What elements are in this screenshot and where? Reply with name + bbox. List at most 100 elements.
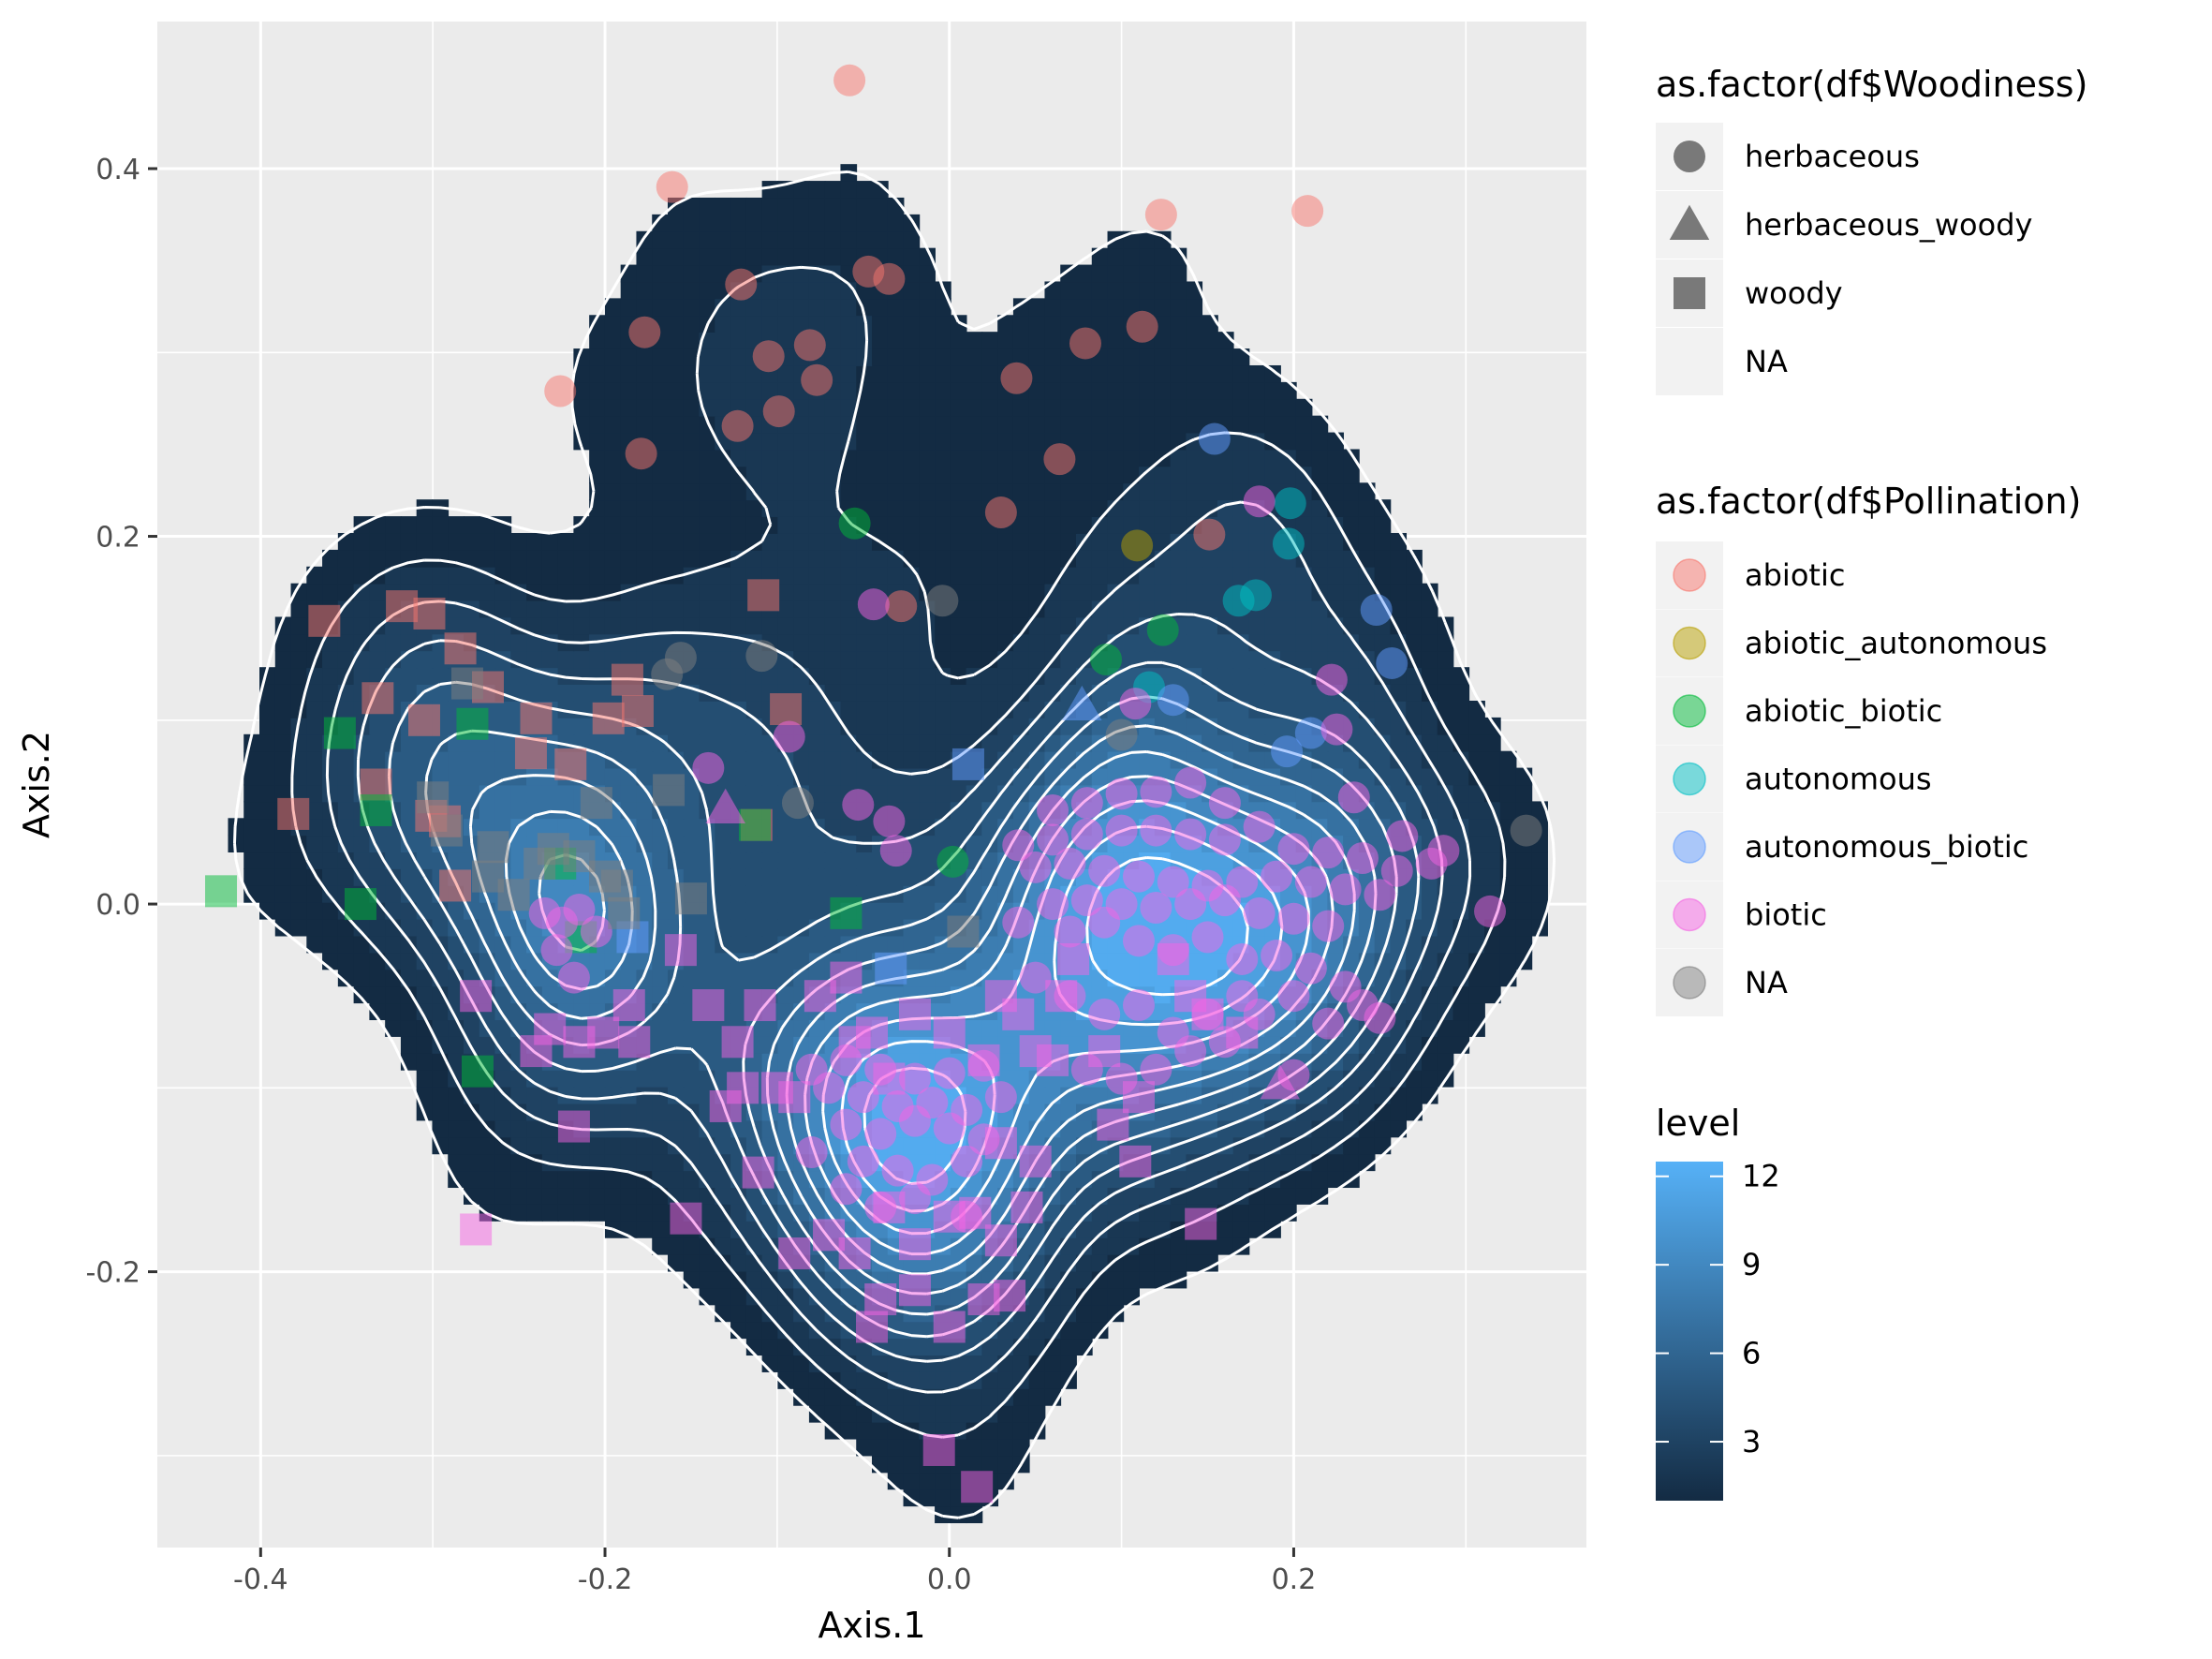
density-cell — [1453, 985, 1470, 1004]
density-cell — [745, 532, 763, 551]
density-cell — [1421, 1052, 1438, 1071]
density-cell — [557, 784, 575, 803]
density-cell — [699, 566, 716, 585]
density-cell — [919, 650, 936, 669]
density-cell — [793, 315, 810, 333]
density-cell — [353, 952, 371, 970]
density-cell — [259, 733, 276, 752]
density-cell — [730, 600, 747, 618]
density-cell — [856, 466, 873, 484]
density-cell — [1028, 466, 1046, 484]
legend-level-title: level — [1656, 1103, 1740, 1144]
density-cell — [919, 750, 936, 769]
density-cell — [1107, 1237, 1125, 1255]
density-cell — [887, 499, 905, 517]
density-cell — [353, 918, 371, 937]
density-cell — [1232, 348, 1250, 366]
density-cell — [1139, 1237, 1156, 1255]
legend-swatch-NA — [1673, 966, 1706, 1000]
density-cell — [981, 432, 999, 451]
density-cell — [699, 499, 716, 517]
density-cell — [919, 1355, 936, 1372]
density-cell — [777, 1355, 795, 1372]
density-cell — [604, 952, 622, 970]
density-cell — [745, 1270, 763, 1289]
density-cell — [699, 348, 716, 366]
density-cell — [510, 549, 527, 568]
density-cell — [1453, 935, 1470, 954]
density-cell — [981, 482, 999, 501]
density-cell — [243, 784, 260, 803]
legend-label: autonomous_biotic — [1745, 829, 2028, 865]
density-cell — [400, 952, 418, 970]
density-cell — [699, 918, 716, 937]
density-cell — [620, 969, 638, 987]
density-cell — [966, 1321, 983, 1340]
density-cell — [887, 1438, 905, 1457]
density-cell — [793, 650, 810, 669]
density-cell — [808, 1119, 826, 1138]
data-point — [833, 64, 866, 96]
density-cell — [1091, 298, 1109, 317]
density-cell — [935, 532, 951, 551]
density-cell — [981, 633, 999, 652]
density-cell — [683, 801, 700, 820]
density-cell — [903, 298, 921, 317]
density-cell — [1139, 1220, 1156, 1238]
data-point — [544, 375, 577, 407]
density-cell — [510, 835, 527, 853]
density-cell — [1406, 884, 1423, 903]
density-cell — [699, 733, 716, 752]
density-cell — [1044, 616, 1062, 635]
density-cell — [274, 868, 292, 886]
density-cell — [997, 684, 1014, 702]
density-cell — [510, 1103, 527, 1121]
data-point — [1261, 940, 1293, 972]
density-cell — [337, 650, 355, 669]
density-cell — [808, 298, 826, 317]
data-point — [721, 409, 754, 442]
density-cell — [1421, 767, 1438, 786]
density-cell — [400, 733, 418, 752]
density-cell — [745, 449, 763, 467]
data-point — [1070, 884, 1103, 917]
density-cell — [715, 348, 731, 366]
density-cell — [730, 449, 747, 467]
density-cell — [683, 298, 700, 317]
density-cell — [808, 1036, 826, 1054]
density-cell — [1091, 969, 1109, 987]
density-cell — [1060, 532, 1077, 551]
density-cell — [604, 298, 622, 317]
density-cell — [808, 466, 826, 484]
density-cell — [1170, 650, 1187, 669]
density-cell — [856, 935, 873, 954]
density-cell — [589, 348, 606, 366]
density-cell — [777, 600, 795, 618]
density-cell — [1170, 1170, 1187, 1189]
density-cell — [730, 1287, 747, 1306]
density-cell — [1091, 364, 1109, 383]
density-cell — [385, 532, 402, 551]
density-cell — [981, 1371, 999, 1389]
density-cell — [636, 1103, 654, 1121]
density-cell — [824, 281, 842, 300]
density-cell — [887, 633, 905, 652]
density-cell — [337, 633, 355, 652]
density-cell — [1044, 700, 1062, 718]
density-cell — [385, 884, 402, 903]
density-cell — [683, 197, 700, 215]
density-cell — [808, 750, 826, 769]
density-cell — [981, 1387, 999, 1406]
density-cell — [824, 616, 842, 635]
density-cell — [604, 1103, 622, 1121]
density-cell — [950, 499, 967, 517]
density-cell — [981, 449, 999, 467]
density-cell — [997, 1036, 1014, 1054]
density-cell — [259, 835, 276, 853]
density-cell — [1123, 1019, 1140, 1037]
density-cell — [1280, 1187, 1297, 1205]
data-point — [1122, 989, 1155, 1022]
density-cell — [683, 499, 700, 517]
density-cell — [1515, 784, 1533, 803]
density-cell — [903, 332, 921, 349]
